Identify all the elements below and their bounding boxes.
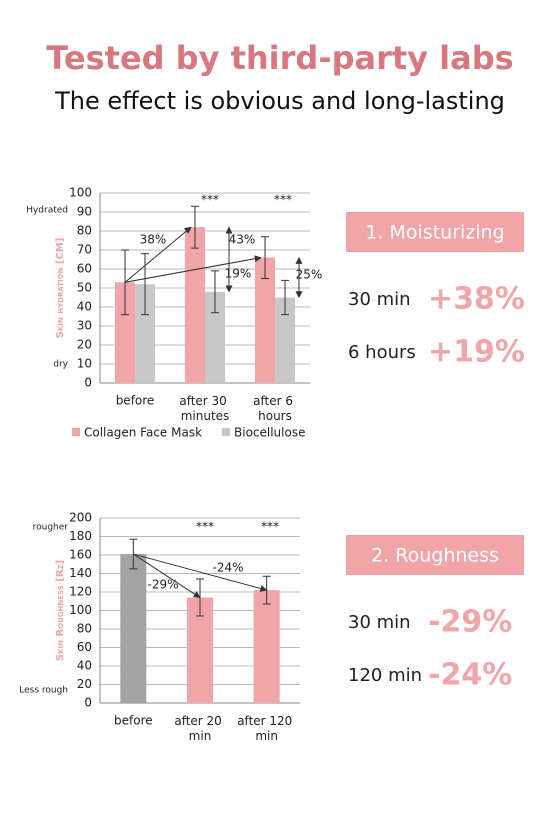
panel-header [346,535,524,575]
arrow [133,553,201,598]
error-bar [281,279,289,316]
y-tick-label: 90 [77,205,92,219]
annotation: 43% [229,233,256,247]
x-tick-label: after 6 hours [253,394,297,423]
title: Tested by third-party labs [46,39,513,77]
bar [135,284,155,383]
y-tick-label: 180 [69,529,92,543]
y-tick-label: 80 [77,622,92,636]
y-tick-label: 120 [69,585,92,599]
y-tick-label: 70 [77,243,92,257]
y-axis-label: Skin Roughness [Rz] [55,560,66,661]
annotation: *** [201,193,219,207]
bar [120,554,147,703]
annotation: *** [261,520,279,534]
arrow [124,255,262,283]
y-tick-label: 40 [77,659,92,673]
subtitle: The effect is obvious and long-lasting [54,87,505,115]
y-tick-label: 20 [77,338,92,352]
y-high-label: Hydrated [26,206,68,216]
row-value: -29% [428,605,512,640]
bar [115,282,135,383]
y-tick-label: 200 [69,511,92,525]
y-tick-label: 20 [77,677,92,691]
arrow [133,553,268,592]
x-tick-label: before [114,714,153,728]
annotation: 25% [296,268,323,282]
legend-label: Collagen Face Mask [84,426,202,440]
legend-swatch [222,428,230,436]
x-tick-label: after 30 minutes [179,394,230,423]
y-low-label: dry [53,360,68,370]
error-bar [129,538,138,570]
y-tick-label: 0 [84,376,92,390]
row-value: +19% [428,335,525,370]
error-bar [261,236,269,279]
annotation: -29% [147,578,178,592]
row-label: 30 min [348,612,411,633]
x-tick-label: before [116,394,155,408]
panel-title: 1. Moisturizing [365,222,504,244]
bar [255,257,275,383]
y-tick-label: 60 [77,640,92,654]
row-label: 120 min [348,665,422,686]
annotation: 38% [140,233,167,247]
y-tick-label: 80 [77,224,92,238]
bar [185,227,205,383]
legend-label: Biocellulose [234,426,305,440]
y-tick-label: 30 [77,319,92,333]
row-value: +38% [428,282,525,317]
row-label: 30 min [348,289,411,310]
error-bar [141,253,149,316]
x-tick-label: after 120 min [237,714,296,743]
bar [275,297,295,383]
bar [253,590,280,703]
y-tick-label: 0 [84,696,92,710]
row-label: 6 hours [348,342,416,363]
panel-header [346,212,524,252]
error-bar [211,270,219,314]
y-tick-label: 10 [77,357,92,371]
row-value: -24% [428,658,512,693]
x-tick-label: after 20 min [174,714,225,743]
y-tick-label: 100 [69,603,92,617]
bar [205,291,225,383]
annotation: -24% [212,561,243,575]
arrow [124,226,192,283]
y-tick-label: 40 [77,300,92,314]
y-tick-label: 50 [77,281,92,295]
error-bar [191,205,199,249]
annotation: *** [196,520,214,534]
annotation: *** [274,193,292,207]
y-axis-label: Skin hydration [CM] [55,238,66,339]
y-high-label: rougher [33,523,69,533]
panel-title: 2. Roughness [371,545,499,567]
y-low-label: Less rough [19,686,68,696]
y-tick-label: 100 [69,186,92,200]
y-tick-label: 140 [69,566,92,580]
y-tick-label: 60 [77,262,92,276]
y-tick-label: 160 [69,548,92,562]
legend-swatch [72,428,80,436]
